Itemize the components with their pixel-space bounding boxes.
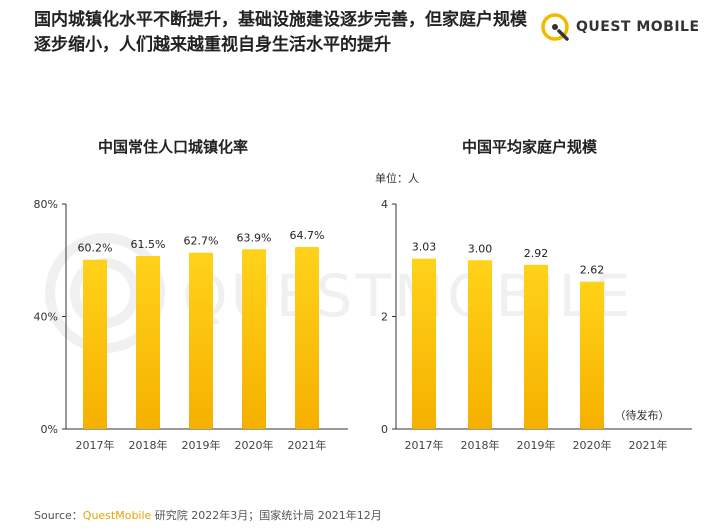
household-y-tick-label: 0 — [381, 423, 388, 436]
urbanization-bar — [189, 252, 213, 429]
urbanization-chart-title: 中国常住人口城镇化率 — [98, 138, 249, 156]
urbanization-value-label: 62.7% — [184, 235, 219, 248]
urbanization-value-label: 64.7% — [290, 229, 325, 242]
source-note: Source：QuestMobile 研究院 2022年3月；国家统计局 202… — [34, 507, 382, 523]
urbanization-value-label: 60.2% — [78, 242, 113, 255]
urbanization-bar — [136, 256, 160, 429]
urbanization-value-label: 63.9% — [237, 231, 272, 244]
urbanization-category-label: 2017年 — [76, 438, 115, 452]
urbanization-category-label: 2020年 — [235, 438, 274, 452]
household-bar — [580, 281, 604, 429]
urbanization-bar — [242, 249, 266, 429]
urbanization-value-label: 61.5% — [131, 238, 166, 251]
urbanization-category-label: 2019年 — [182, 438, 221, 452]
household-pending-annotation: （待发布） — [615, 408, 670, 422]
household-category-label: 2019年 — [517, 438, 556, 452]
household-bar — [412, 258, 436, 429]
household-unit-label: 单位：人 — [375, 172, 419, 185]
household-category-label: 2020年 — [573, 438, 612, 452]
household-category-label: 2017年 — [405, 438, 444, 452]
household-category-label: 2018年 — [461, 438, 500, 452]
urbanization-y-tick-label: 80% — [34, 198, 58, 211]
urbanization-category-label: 2018年 — [129, 438, 168, 452]
urbanization-y-tick-label: 0% — [41, 423, 58, 436]
household-value-label: 3.03 — [412, 241, 437, 254]
questmobile-logo-icon — [541, 13, 569, 41]
logo-text: QUEST MOBILE — [576, 19, 700, 35]
headline: 国内城镇化水平不断提升，基础设施建设逐步完善，但家庭户规模逐步缩小，人们越来越重… — [34, 10, 527, 55]
source-prefix: Source： — [34, 509, 83, 522]
household-y-tick-label: 4 — [381, 198, 388, 211]
source-brand: QuestMobile — [82, 509, 152, 522]
household-y-tick-label: 2 — [381, 311, 388, 324]
questmobile-logo: QUEST MOBILE — [536, 10, 699, 44]
urbanization-bar — [83, 259, 107, 429]
household-chart-title: 中国平均家庭户规模 — [462, 138, 598, 156]
urbanization-bar — [295, 247, 319, 429]
source-rest: 研究院 2022年3月；国家统计局 2021年12月 — [151, 509, 382, 522]
urbanization-category-label: 2021年 — [288, 438, 327, 452]
household-bar — [468, 260, 492, 429]
household-category-label: 2021年 — [629, 438, 668, 452]
household-value-label: 2.62 — [580, 264, 605, 277]
household-bar — [524, 264, 548, 429]
urbanization-y-tick-label: 40% — [34, 311, 58, 324]
household-value-label: 3.00 — [468, 242, 493, 255]
household-value-label: 2.92 — [524, 247, 549, 260]
